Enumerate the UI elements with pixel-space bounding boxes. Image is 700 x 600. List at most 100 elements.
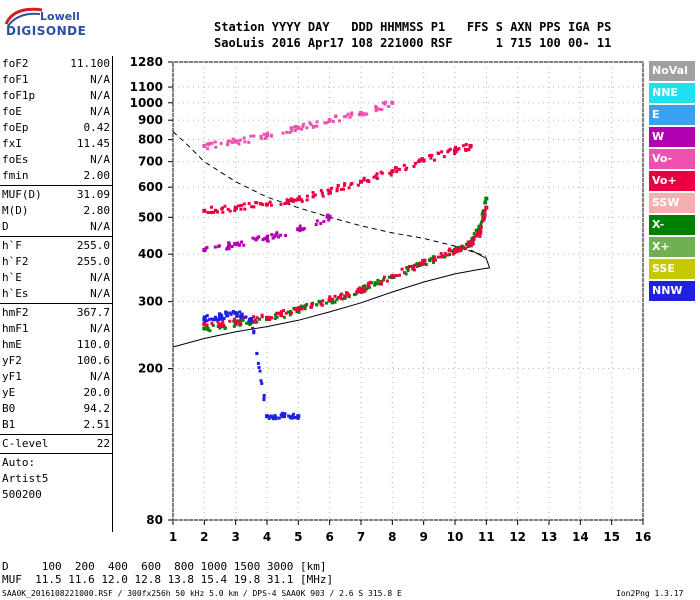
series-nnw-echo: [244, 315, 248, 319]
series-x-f2-trace--echo: [410, 264, 414, 268]
series-vo-f2-trace--echo: [423, 258, 427, 262]
series-x-f2-trace--echo: [347, 295, 351, 299]
series-vo-f2-trace--echo: [362, 286, 366, 290]
series-x-f2-trace--echo: [429, 257, 433, 261]
y-tick-label: 200: [138, 362, 163, 376]
footer-version: Ion2Png 1.3.17: [616, 589, 684, 598]
series-nnw-echo: [255, 351, 259, 355]
param-separator: [0, 434, 112, 435]
footer-distance-row: D 100 200 400 600 800 1000 1500 3000 [km…: [2, 560, 327, 573]
series-w-es--echo: [284, 233, 288, 237]
series-nnw-echo: [287, 414, 291, 418]
series-vo-2f--point: [296, 197, 301, 202]
series-vo-3f--echo: [302, 122, 306, 126]
param-value: 0.42: [83, 121, 111, 134]
series-vo-f2-trace--echo: [220, 323, 224, 326]
series-vo-f2-trace--point: [327, 298, 332, 303]
legend-item-x-: X-: [649, 215, 695, 235]
series-vo-f2-trace--echo: [479, 229, 483, 233]
param-row: MUF(D) 31.09: [0, 187, 112, 203]
series-vo-3f--echo: [243, 140, 247, 144]
series-vo-3f--echo: [297, 127, 301, 131]
series-x-f2-trace--point: [484, 196, 489, 201]
param-row: B0 94.2: [0, 401, 112, 417]
x-tick-label: 5: [294, 530, 302, 544]
series-vo-3f--echo: [210, 141, 214, 145]
series-nnw-echo: [293, 415, 297, 419]
header-row-1: Station YYYY DAY DDD HHMMSS P1 FFS S AXN…: [214, 20, 612, 34]
param-label: fmin: [2, 169, 29, 182]
series-vo-2f--echo: [294, 198, 298, 202]
series-w-es--echo: [266, 239, 270, 243]
series-vo-2f--echo: [347, 186, 351, 190]
series-vo-f2-trace--echo: [443, 251, 447, 255]
param-value: N/A: [90, 271, 110, 284]
param-row: h`E N/A: [0, 270, 112, 286]
series-w-es--echo: [273, 235, 277, 239]
series-vo-f2-trace--echo: [406, 266, 410, 270]
series-vo-f2-trace--echo: [459, 246, 463, 250]
series-vo-f2-trace--echo: [472, 237, 476, 241]
series-vo-2f--echo: [372, 175, 376, 179]
series-w-es--echo: [263, 237, 267, 241]
series-vo-2f--echo: [379, 170, 383, 174]
series-vo-2f--echo: [252, 205, 256, 209]
series-vo-f2-trace--echo: [310, 302, 314, 306]
series-vo-3f--echo: [387, 104, 391, 108]
series-vo-f2-trace--echo: [483, 215, 487, 219]
series-vo-3f--echo: [357, 113, 361, 117]
x-tick-label: 6: [325, 530, 333, 544]
series-vo-2f--echo: [365, 179, 369, 183]
series-w-es--echo: [242, 243, 246, 247]
series-vo-f2-trace--echo: [400, 267, 404, 271]
series-vo-2f--point: [202, 208, 207, 213]
series-vo-2f--echo: [420, 157, 424, 161]
series-w-es--echo: [225, 247, 229, 251]
series-vo-f2-trace--point: [484, 205, 489, 210]
param-label: hmF1: [2, 322, 29, 335]
series-nnw-echo: [280, 413, 284, 417]
series-vo-2f--echo: [209, 205, 213, 209]
series-w-es--echo: [203, 247, 207, 251]
series-x-f2-trace--echo: [273, 316, 277, 320]
series-vo-f2-trace--echo: [470, 240, 474, 244]
series-nnw-echo: [273, 414, 277, 418]
param-value: N/A: [90, 153, 110, 166]
series-w-es--echo: [213, 245, 217, 249]
series-vo-2f--echo: [299, 198, 303, 202]
series-nnw-echo: [267, 416, 271, 420]
series-x-f2-trace--echo: [288, 313, 292, 317]
series-vo-2f--echo: [356, 183, 360, 187]
series-vo-3f--echo: [234, 138, 238, 142]
param-label: h`F2: [2, 255, 29, 268]
series-vo-f2-trace--echo: [210, 321, 214, 325]
series-w-es--echo: [270, 233, 274, 237]
param-value: 11.100: [70, 57, 110, 70]
series-vo-2f--echo: [418, 159, 422, 163]
series-vo-2f--echo: [429, 156, 433, 160]
series-w-es--echo: [327, 218, 331, 222]
series-x-f2-trace--echo: [376, 282, 380, 286]
series-x-f2-trace--echo: [206, 326, 210, 330]
series-vo-f2-trace--echo: [216, 320, 220, 324]
series-x-f2-trace--echo: [315, 303, 319, 307]
series-x-f2-trace--echo: [286, 310, 290, 314]
series-x-f2-trace--echo: [464, 242, 468, 246]
param-row: h`F 255.0: [0, 238, 112, 254]
series-vo-f2-trace--echo: [420, 263, 424, 267]
series-nnw-echo: [228, 311, 232, 315]
series-vo-f2-trace--echo: [276, 311, 280, 315]
y-tick-label: 300: [138, 295, 163, 309]
series-vo-f2-trace--echo: [321, 299, 325, 303]
series-vo-f2-trace--echo: [445, 253, 449, 257]
series-vo-3f--echo: [242, 136, 246, 140]
series-vo-f2-trace--echo: [338, 294, 342, 298]
series-vo-f2-trace--echo: [382, 275, 386, 279]
series-x-f2-trace--echo: [381, 278, 385, 282]
series-vo-f2-trace--echo: [328, 295, 332, 299]
param-row: fxI 11.45: [0, 136, 112, 152]
legend-item-x-: X+: [649, 237, 695, 257]
series-vo-f2-trace--echo: [289, 311, 293, 315]
series-nnw-echo: [283, 414, 287, 418]
series-vo-f2-trace--echo: [402, 271, 406, 275]
